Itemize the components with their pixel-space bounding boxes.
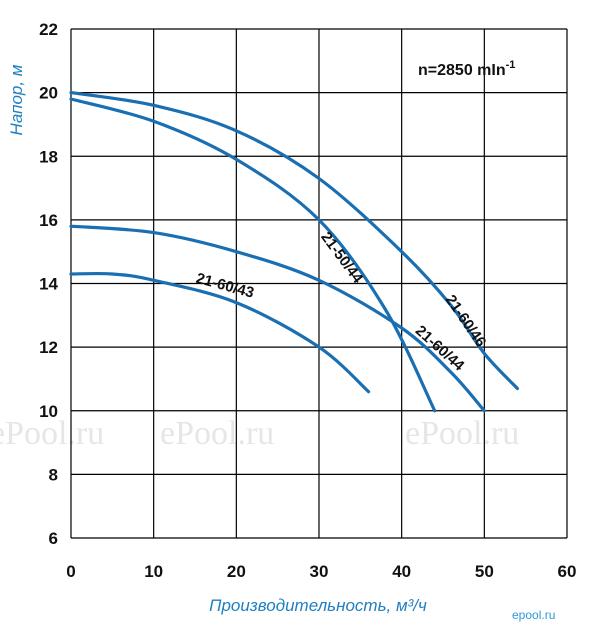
x-tick-label: 0 — [66, 562, 75, 581]
x-tick-label: 60 — [558, 562, 577, 581]
x-tick-label: 10 — [144, 562, 163, 581]
series-label: 21-60/46 — [442, 292, 490, 350]
y-tick-label: 18 — [39, 147, 58, 166]
y-tick-label: 20 — [39, 84, 58, 103]
y-tick-label: 6 — [49, 529, 58, 548]
y-tick-label: 8 — [49, 465, 58, 484]
series-label: 21-50/44 — [317, 229, 366, 287]
y-axis-title: Напор, м — [7, 64, 26, 135]
x-tick-label: 40 — [392, 562, 411, 581]
tick-labels: 0 10 20 30 40 50 60 6 8 10 12 14 16 18 20 22 — [39, 20, 576, 581]
watermark-1: ePool.ru — [0, 415, 104, 452]
series-line-21-60/46 — [69, 91, 519, 391]
x-tick-label: 20 — [227, 562, 246, 581]
x-tick-label: 30 — [310, 562, 329, 581]
y-tick-label: 12 — [39, 338, 58, 357]
series-label: 21-60/44 — [412, 322, 468, 375]
speed-annotation: n=2850 mIn-1 — [418, 59, 515, 79]
grid — [70, 28, 568, 539]
y-tick-label: 22 — [39, 20, 58, 39]
x-tick-label: 50 — [475, 562, 494, 581]
y-tick-label: 14 — [39, 275, 58, 294]
y-tick-label: 16 — [39, 211, 58, 230]
watermark-layer: ePool.ru ePool.ru ePool.ru — [0, 415, 519, 452]
watermark-3: ePool.ru — [405, 415, 519, 452]
series-line-21-60/43 — [69, 271, 371, 394]
series-line-21-60/44 — [69, 224, 486, 413]
x-axis-title: Производительность, м³/ч — [209, 596, 427, 615]
watermark-2: ePool.ru — [160, 415, 274, 452]
brand-mark: epool.ru — [512, 608, 555, 622]
y-tick-label: 10 — [39, 402, 58, 421]
